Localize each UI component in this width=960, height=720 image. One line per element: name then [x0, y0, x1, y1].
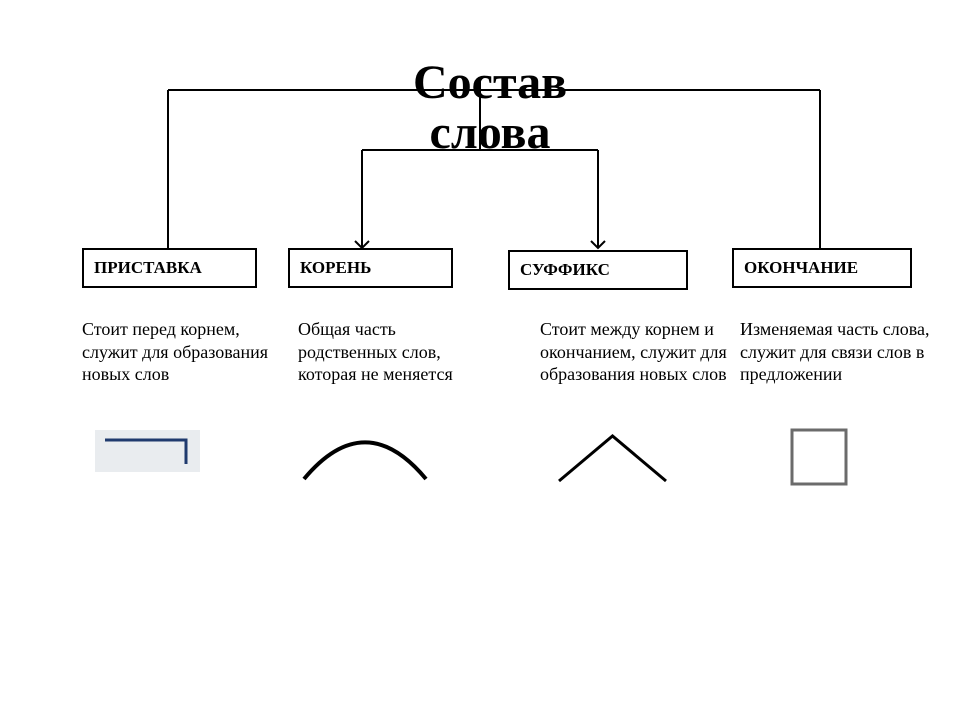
diagram-canvas: Состав слова ПРИСТАВКА Стоит перед корнем… [0, 0, 960, 720]
suffix-symbol-icon [555, 430, 670, 485]
diagram-title: Состав слова [380, 58, 600, 159]
title-line1: Состав [380, 58, 600, 108]
prefix-symbol-icon [95, 430, 200, 472]
node-suffix: СУФФИКС [508, 250, 688, 290]
node-label: СУФФИКС [520, 260, 610, 280]
node-desc-suffix: Стоит между корнем и окончанием, служит … [540, 318, 740, 386]
node-prefix: ПРИСТАВКА [82, 248, 257, 288]
node-desc-ending: Изменяемая часть слова, служит для связи… [740, 318, 940, 386]
node-label: ПРИСТАВКА [94, 258, 202, 278]
node-desc-root: Общая часть родственных слов, которая не… [298, 318, 488, 386]
title-line2: слова [380, 108, 600, 158]
ending-symbol-icon [790, 428, 848, 486]
root-symbol-icon [300, 428, 430, 483]
node-label: КОРЕНЬ [300, 258, 371, 278]
node-desc-prefix: Стоит перед корнем, служит для образован… [82, 318, 272, 386]
node-ending: ОКОНЧАНИЕ [732, 248, 912, 288]
node-root: КОРЕНЬ [288, 248, 453, 288]
node-label: ОКОНЧАНИЕ [744, 258, 858, 278]
